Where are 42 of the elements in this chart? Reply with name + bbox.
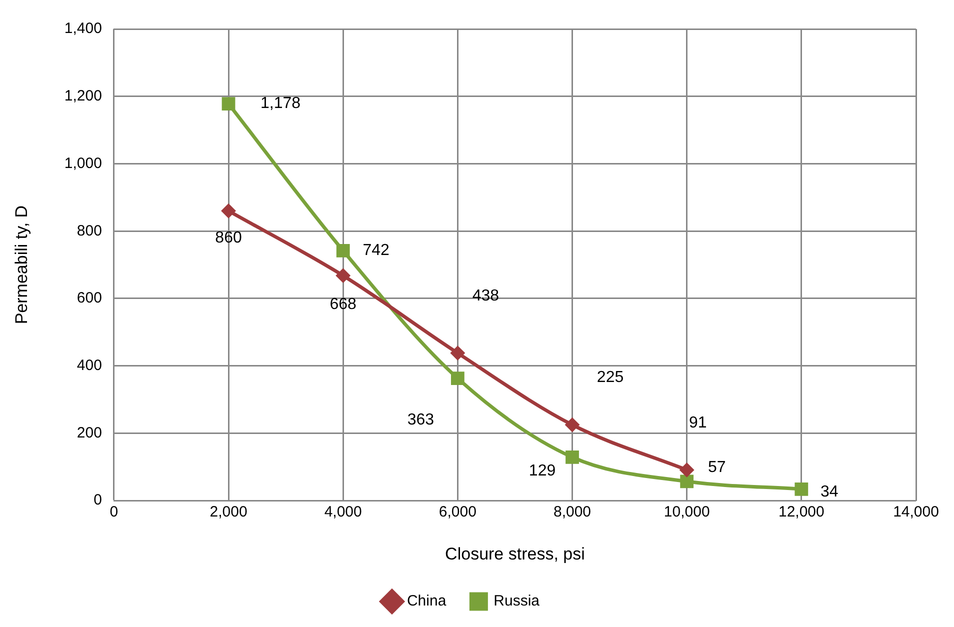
- x-axis-title: Closure stress, psi: [445, 544, 585, 564]
- data-label: 1,178: [260, 95, 301, 112]
- data-label: 57: [708, 458, 726, 476]
- y-axis-title: Permeabili ty, D: [12, 205, 31, 324]
- point: [336, 268, 350, 282]
- point: [794, 482, 808, 496]
- data-label: 91: [688, 414, 707, 432]
- x-tick-label: 12,000: [778, 504, 824, 521]
- data-label: 742: [362, 242, 390, 260]
- x-tick-label: 0: [110, 504, 118, 521]
- point: [566, 418, 580, 432]
- y-tick-label: 200: [76, 424, 102, 442]
- point: [222, 97, 236, 110]
- x-tick-label: 8,000: [553, 504, 592, 521]
- point: [222, 204, 236, 218]
- y-tick-label: 800: [76, 222, 102, 240]
- x-tick-label: 14,000: [893, 504, 939, 521]
- y-tick-label: 600: [76, 290, 102, 307]
- point: [566, 450, 579, 464]
- x-tick-label: 2,000: [210, 504, 248, 521]
- point: [680, 463, 694, 477]
- y-tick-label: 1,000: [64, 154, 102, 172]
- data-label: 668: [330, 296, 357, 313]
- y-tick-label: 400: [76, 357, 102, 374]
- y-tick-label: 1,200: [64, 88, 102, 105]
- data-label: 363: [407, 412, 434, 429]
- data-label: 438: [472, 287, 500, 304]
- legend-label: China: [406, 592, 447, 610]
- data-label: 129: [528, 462, 556, 480]
- x-tick-label: 10,000: [664, 504, 710, 521]
- x-tick-label: 4,000: [324, 504, 362, 521]
- point: [450, 346, 464, 360]
- point: [680, 474, 694, 488]
- point: [336, 244, 350, 258]
- y-tick-label: 1,400: [64, 20, 102, 38]
- data-label: 225: [596, 369, 624, 386]
- y-tick-label: 0: [94, 492, 102, 509]
- data-label: 860: [215, 229, 242, 246]
- point: [450, 372, 464, 386]
- data-label: 34: [820, 484, 838, 501]
- legend-label: Russia: [494, 592, 540, 610]
- x-tick-label: 6,000: [438, 504, 476, 521]
